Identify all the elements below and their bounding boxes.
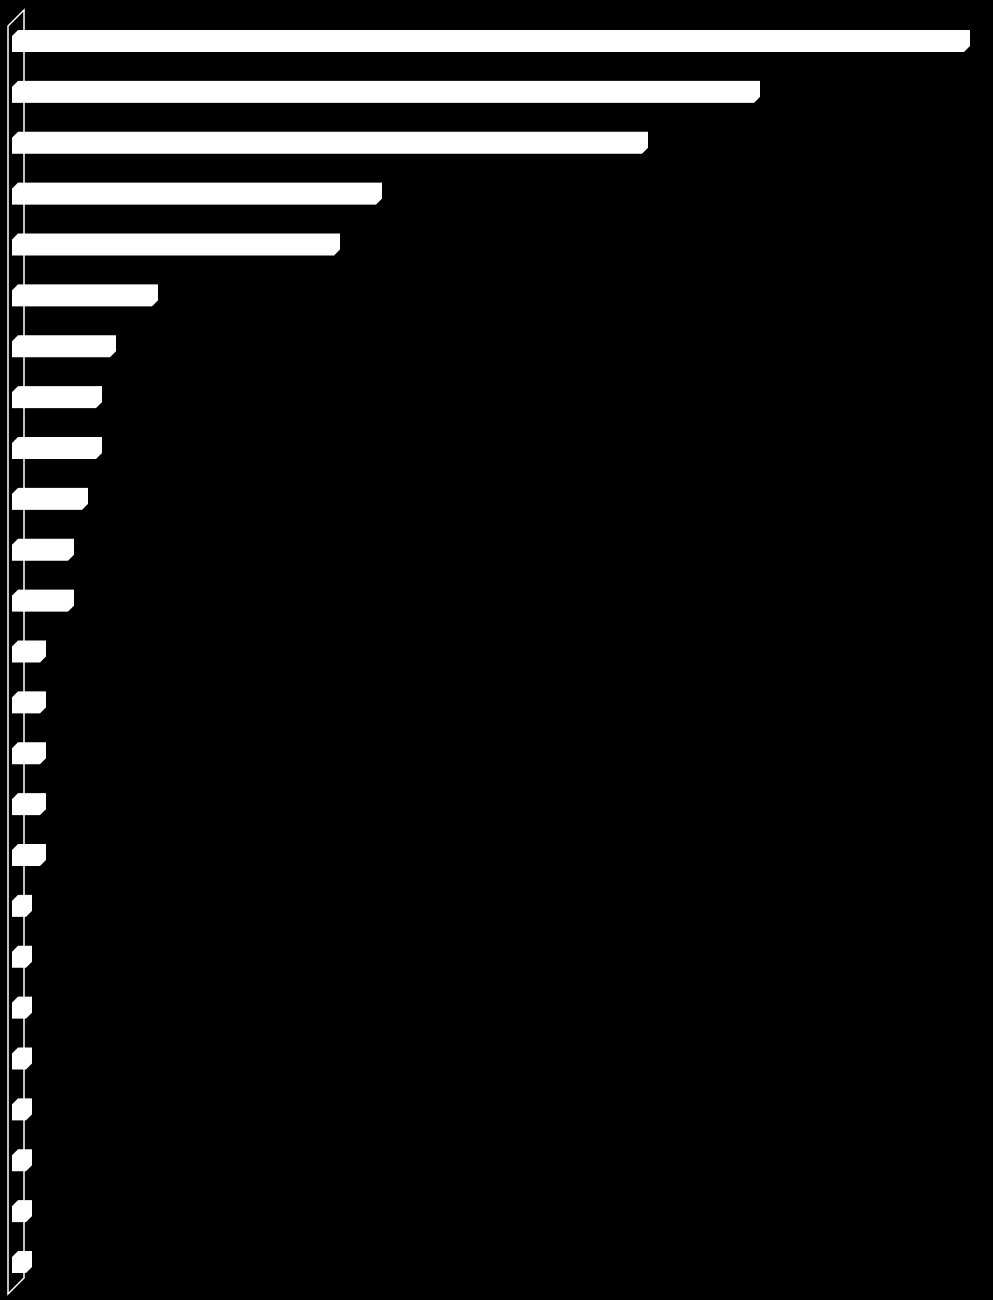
bar xyxy=(12,1251,32,1273)
bar xyxy=(12,131,648,154)
bar xyxy=(12,640,46,663)
bar xyxy=(12,386,102,409)
bar xyxy=(12,182,382,205)
bar xyxy=(12,487,88,510)
bar xyxy=(12,894,32,917)
bar xyxy=(12,284,158,307)
bar xyxy=(12,335,116,358)
bar xyxy=(12,1200,32,1223)
bar xyxy=(12,30,970,52)
bar xyxy=(12,437,102,459)
bar xyxy=(12,233,340,256)
bar xyxy=(12,844,46,866)
bar xyxy=(12,691,46,714)
bar xyxy=(12,996,32,1019)
bar xyxy=(12,945,32,968)
bar xyxy=(12,589,74,612)
bar xyxy=(12,538,74,561)
bar xyxy=(12,80,760,103)
bar xyxy=(12,793,46,816)
bar xyxy=(12,1098,32,1121)
bar xyxy=(12,1047,32,1070)
bar xyxy=(12,742,46,765)
bar xyxy=(12,1149,32,1172)
